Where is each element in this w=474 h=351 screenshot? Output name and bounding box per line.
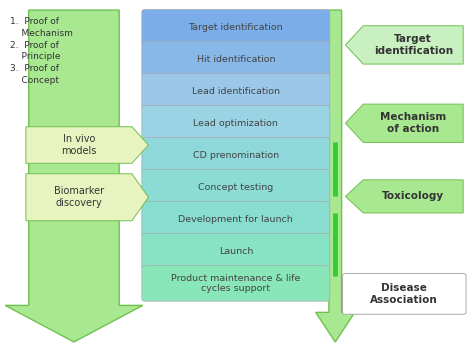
Text: Disease
Association: Disease Association — [370, 283, 438, 305]
Text: Product maintenance & life
cycles support: Product maintenance & life cycles suppor… — [171, 274, 301, 293]
Polygon shape — [346, 180, 463, 213]
Text: Target identification: Target identification — [189, 23, 283, 32]
FancyBboxPatch shape — [142, 41, 330, 77]
Text: Concept testing: Concept testing — [198, 183, 273, 192]
Text: Development for launch: Development for launch — [178, 215, 293, 224]
FancyBboxPatch shape — [142, 201, 330, 237]
Polygon shape — [26, 127, 148, 163]
Text: Target
identification: Target identification — [374, 34, 453, 56]
Text: Lead optimization: Lead optimization — [193, 119, 278, 128]
Polygon shape — [346, 26, 463, 64]
Text: Toxicology: Toxicology — [382, 191, 444, 201]
Text: Hit identification: Hit identification — [197, 55, 275, 64]
Text: Biomarker
discovery: Biomarker discovery — [54, 186, 104, 208]
FancyBboxPatch shape — [142, 234, 330, 269]
Polygon shape — [26, 174, 148, 221]
FancyBboxPatch shape — [343, 273, 466, 314]
Text: In vivo
models: In vivo models — [61, 134, 97, 156]
FancyBboxPatch shape — [142, 138, 330, 173]
Text: Lead identification: Lead identification — [192, 87, 280, 96]
Text: CD prenomination: CD prenomination — [193, 151, 279, 160]
Polygon shape — [346, 104, 463, 143]
Text: Mechanism
of action: Mechanism of action — [380, 112, 447, 134]
FancyBboxPatch shape — [142, 266, 330, 301]
Text: Launch: Launch — [219, 247, 253, 256]
Polygon shape — [5, 10, 143, 342]
Text: 1.  Proof of
    Mechanism
2.  Proof of
    Principle
3.  Proof of
    Concept: 1. Proof of Mechanism 2. Proof of Princi… — [10, 17, 73, 85]
FancyBboxPatch shape — [142, 106, 330, 141]
FancyBboxPatch shape — [142, 170, 330, 205]
Polygon shape — [316, 10, 355, 342]
FancyBboxPatch shape — [142, 73, 330, 109]
FancyBboxPatch shape — [142, 9, 330, 45]
